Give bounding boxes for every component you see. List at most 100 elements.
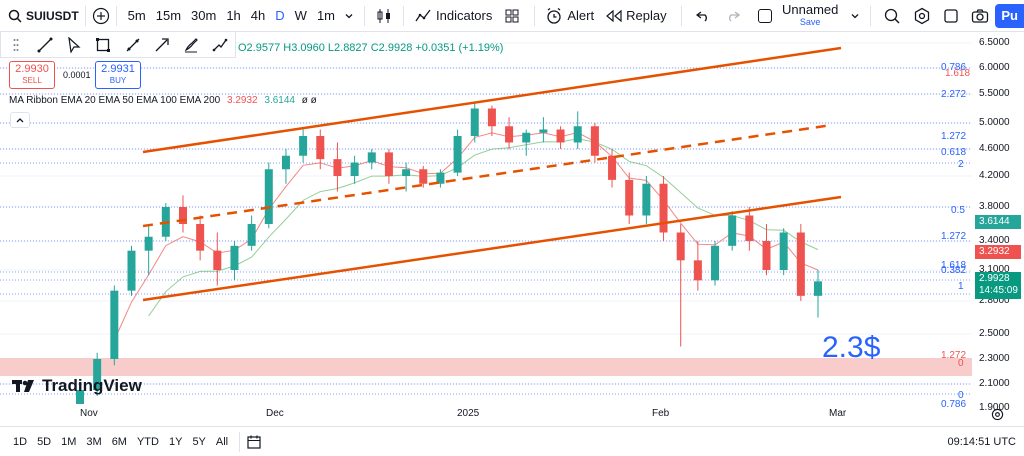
range-3m[interactable]: 3M xyxy=(86,435,102,448)
top-toolbar: SUIUSDT 5m 15m 30m 1h 4h D W 1m Indicato… xyxy=(0,0,1024,32)
clock[interactable]: 09:14:51 UTC xyxy=(947,435,1016,448)
arrow-icon xyxy=(155,37,169,51)
interval-w[interactable]: W xyxy=(294,8,307,23)
publish-button[interactable]: Pu xyxy=(995,3,1024,28)
fib-level-label: 2 xyxy=(958,159,964,170)
indicator-name[interactable]: MA Ribbon EMA 20 EMA 50 EMA 100 EMA 200 xyxy=(9,95,221,106)
compare-button[interactable] xyxy=(92,0,110,32)
ray-icon xyxy=(126,38,140,51)
ray-tool[interactable] xyxy=(118,32,147,58)
indicator-value-2: 3.6144 xyxy=(264,95,295,106)
range-1d[interactable]: 1D xyxy=(13,435,28,448)
arrow-tool[interactable] xyxy=(147,32,176,58)
watermark-text: TradingView xyxy=(42,376,142,395)
last-price-tag: 2.9928 14:45:09 xyxy=(975,272,1021,299)
candle-body xyxy=(762,241,771,270)
spread-value: 0.0001 xyxy=(63,70,91,80)
buy-label: BUY xyxy=(109,76,127,85)
interval-1month[interactable]: 1m xyxy=(316,8,335,23)
replay-button[interactable]: Replay xyxy=(598,0,674,32)
range-5d[interactable]: 5D xyxy=(37,435,52,448)
chart-type-button[interactable] xyxy=(371,0,397,32)
interval-d[interactable]: D xyxy=(275,8,285,23)
bar-countdown: 14:45:09 xyxy=(979,285,1018,296)
grip-icon xyxy=(13,38,19,51)
range-all[interactable]: All xyxy=(215,435,229,448)
divider xyxy=(115,5,117,26)
candle-body xyxy=(522,132,531,143)
fib-level-label: 0 xyxy=(958,390,964,401)
collapse-legend-button[interactable] xyxy=(10,112,30,128)
bottom-toolbar: 1D 5D 1M 3M 6M YTD 1Y 5Y All 09:14:51 UTC xyxy=(0,426,1024,456)
range-5y[interactable]: 5Y xyxy=(192,435,206,448)
fib-level-label: 1.272 xyxy=(941,350,967,361)
date-range-button[interactable] xyxy=(246,434,262,450)
channel-upper-line xyxy=(142,46,842,154)
alarm-clock-icon xyxy=(547,7,562,24)
alert-label: Alert xyxy=(567,8,595,23)
candle-body xyxy=(384,152,393,176)
drawing-toolbar xyxy=(0,32,236,58)
symbol-name: SUIUSDT xyxy=(26,8,79,23)
range-1m[interactable]: 1M xyxy=(61,435,77,448)
range-buttons: 1D 5D 1M 3M 6M YTD 1Y 5Y All xyxy=(8,436,233,448)
interval-4h[interactable]: 4h xyxy=(250,8,266,23)
undo-button[interactable] xyxy=(688,0,718,32)
plus-circle-icon xyxy=(92,7,109,24)
divider xyxy=(680,5,682,26)
candle-body xyxy=(573,126,582,143)
settings-button[interactable] xyxy=(907,0,937,32)
trend-channel[interactable] xyxy=(142,46,842,302)
snapshot-button[interactable] xyxy=(965,0,995,32)
fib-level-label: 1.272 xyxy=(941,231,967,242)
candle-body xyxy=(419,169,428,184)
alert-button[interactable]: Alert xyxy=(541,0,598,32)
quick-search-button[interactable] xyxy=(877,0,907,32)
ema-fast-tag: 3.2932 xyxy=(975,245,1021,259)
range-ytd[interactable]: YTD xyxy=(136,435,159,448)
time-axis-label: Mar xyxy=(829,408,847,419)
axis-settings-button[interactable] xyxy=(991,408,1004,426)
range-6m[interactable]: 6M xyxy=(111,435,127,448)
support-zone xyxy=(0,358,972,376)
symbol-search[interactable]: SUIUSDT xyxy=(8,0,79,32)
indicators-label: Indicators xyxy=(436,8,493,23)
candle-body xyxy=(608,155,617,180)
layout-checkbox[interactable] xyxy=(758,8,772,23)
last-price: 2.9928 xyxy=(979,273,1010,284)
brush-tool[interactable] xyxy=(177,32,206,58)
drag-handle[interactable] xyxy=(1,32,30,58)
interval-5m[interactable]: 5m xyxy=(127,8,146,23)
cursor-tool[interactable] xyxy=(60,32,89,58)
redo-button[interactable] xyxy=(718,0,748,32)
candle-body xyxy=(93,359,102,390)
candle-body xyxy=(590,126,599,156)
buy-button[interactable]: 2.9931 BUY xyxy=(95,61,141,89)
divider xyxy=(239,431,241,452)
price-chart[interactable]: 2.3$ xyxy=(0,32,972,404)
candle-body xyxy=(470,108,479,136)
interval-30m[interactable]: 30m xyxy=(191,8,217,23)
layout-save-status: Save xyxy=(799,16,821,27)
price-axis-label: 4.2000 xyxy=(979,170,1010,181)
layouts-button[interactable] xyxy=(496,0,528,32)
price-axis-label: 6.5000 xyxy=(979,37,1010,48)
grid-icon xyxy=(505,9,519,22)
interval-15m[interactable]: 15m xyxy=(155,8,182,23)
channel-lower-line xyxy=(142,195,842,302)
indicators-button[interactable]: Indicators xyxy=(410,0,496,32)
range-1y[interactable]: 1Y xyxy=(168,435,183,448)
candle-body xyxy=(676,232,685,261)
layout-save-button[interactable]: Unnamed Save xyxy=(754,0,864,32)
candle-body xyxy=(814,281,822,296)
path-tool[interactable] xyxy=(206,32,235,58)
zoom-search-icon xyxy=(885,8,900,24)
fullscreen-button[interactable] xyxy=(937,0,965,32)
ema-slow-line xyxy=(148,138,819,317)
sell-button[interactable]: 2.9930 SELL xyxy=(9,61,55,89)
interval-1h[interactable]: 1h xyxy=(226,8,241,23)
interval-dropdown[interactable] xyxy=(340,0,358,32)
gear-icon xyxy=(991,408,1004,421)
rectangle-tool[interactable] xyxy=(89,32,118,58)
trend-line-tool[interactable] xyxy=(30,32,59,58)
